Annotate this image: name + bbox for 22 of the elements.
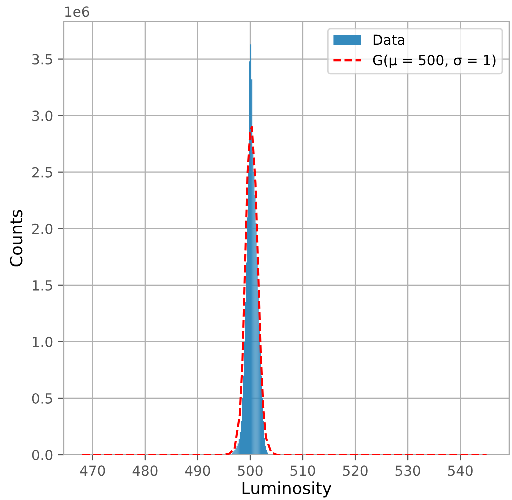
x-axis-title: Luminosity: [242, 482, 332, 498]
y-tick-label: 1.0: [33, 336, 53, 348]
y-tick-label: 3.0: [32, 110, 53, 122]
x-tick-label: 510: [290, 466, 316, 476]
y-tick-label: 1.5: [33, 280, 52, 291]
x-tick-label: 500: [238, 466, 263, 476]
x-tick-label: 520: [343, 466, 368, 476]
x-tick-label: 530: [396, 466, 420, 476]
y-tick-label: 0.0: [32, 450, 53, 460]
legend-label: Data: [374, 34, 404, 46]
y-tick-label: 3.5: [32, 54, 52, 65]
legend-label: G(μ = 500, σ = 1): [373, 54, 496, 68]
y-tick-label: 0.5: [32, 393, 52, 404]
line-series: [81, 126, 488, 455]
y-tick-label: 2.0: [32, 224, 53, 234]
y-tick-label: 2.5: [32, 167, 52, 178]
x-tick-label: 490: [185, 466, 210, 476]
x-tick-label: 540: [448, 466, 473, 476]
x-tick-label: 480: [132, 466, 158, 476]
y-axis-title: Counts: [10, 210, 23, 267]
text: 1e6: [66, 6, 90, 18]
x-tick-label: 470: [80, 466, 106, 476]
